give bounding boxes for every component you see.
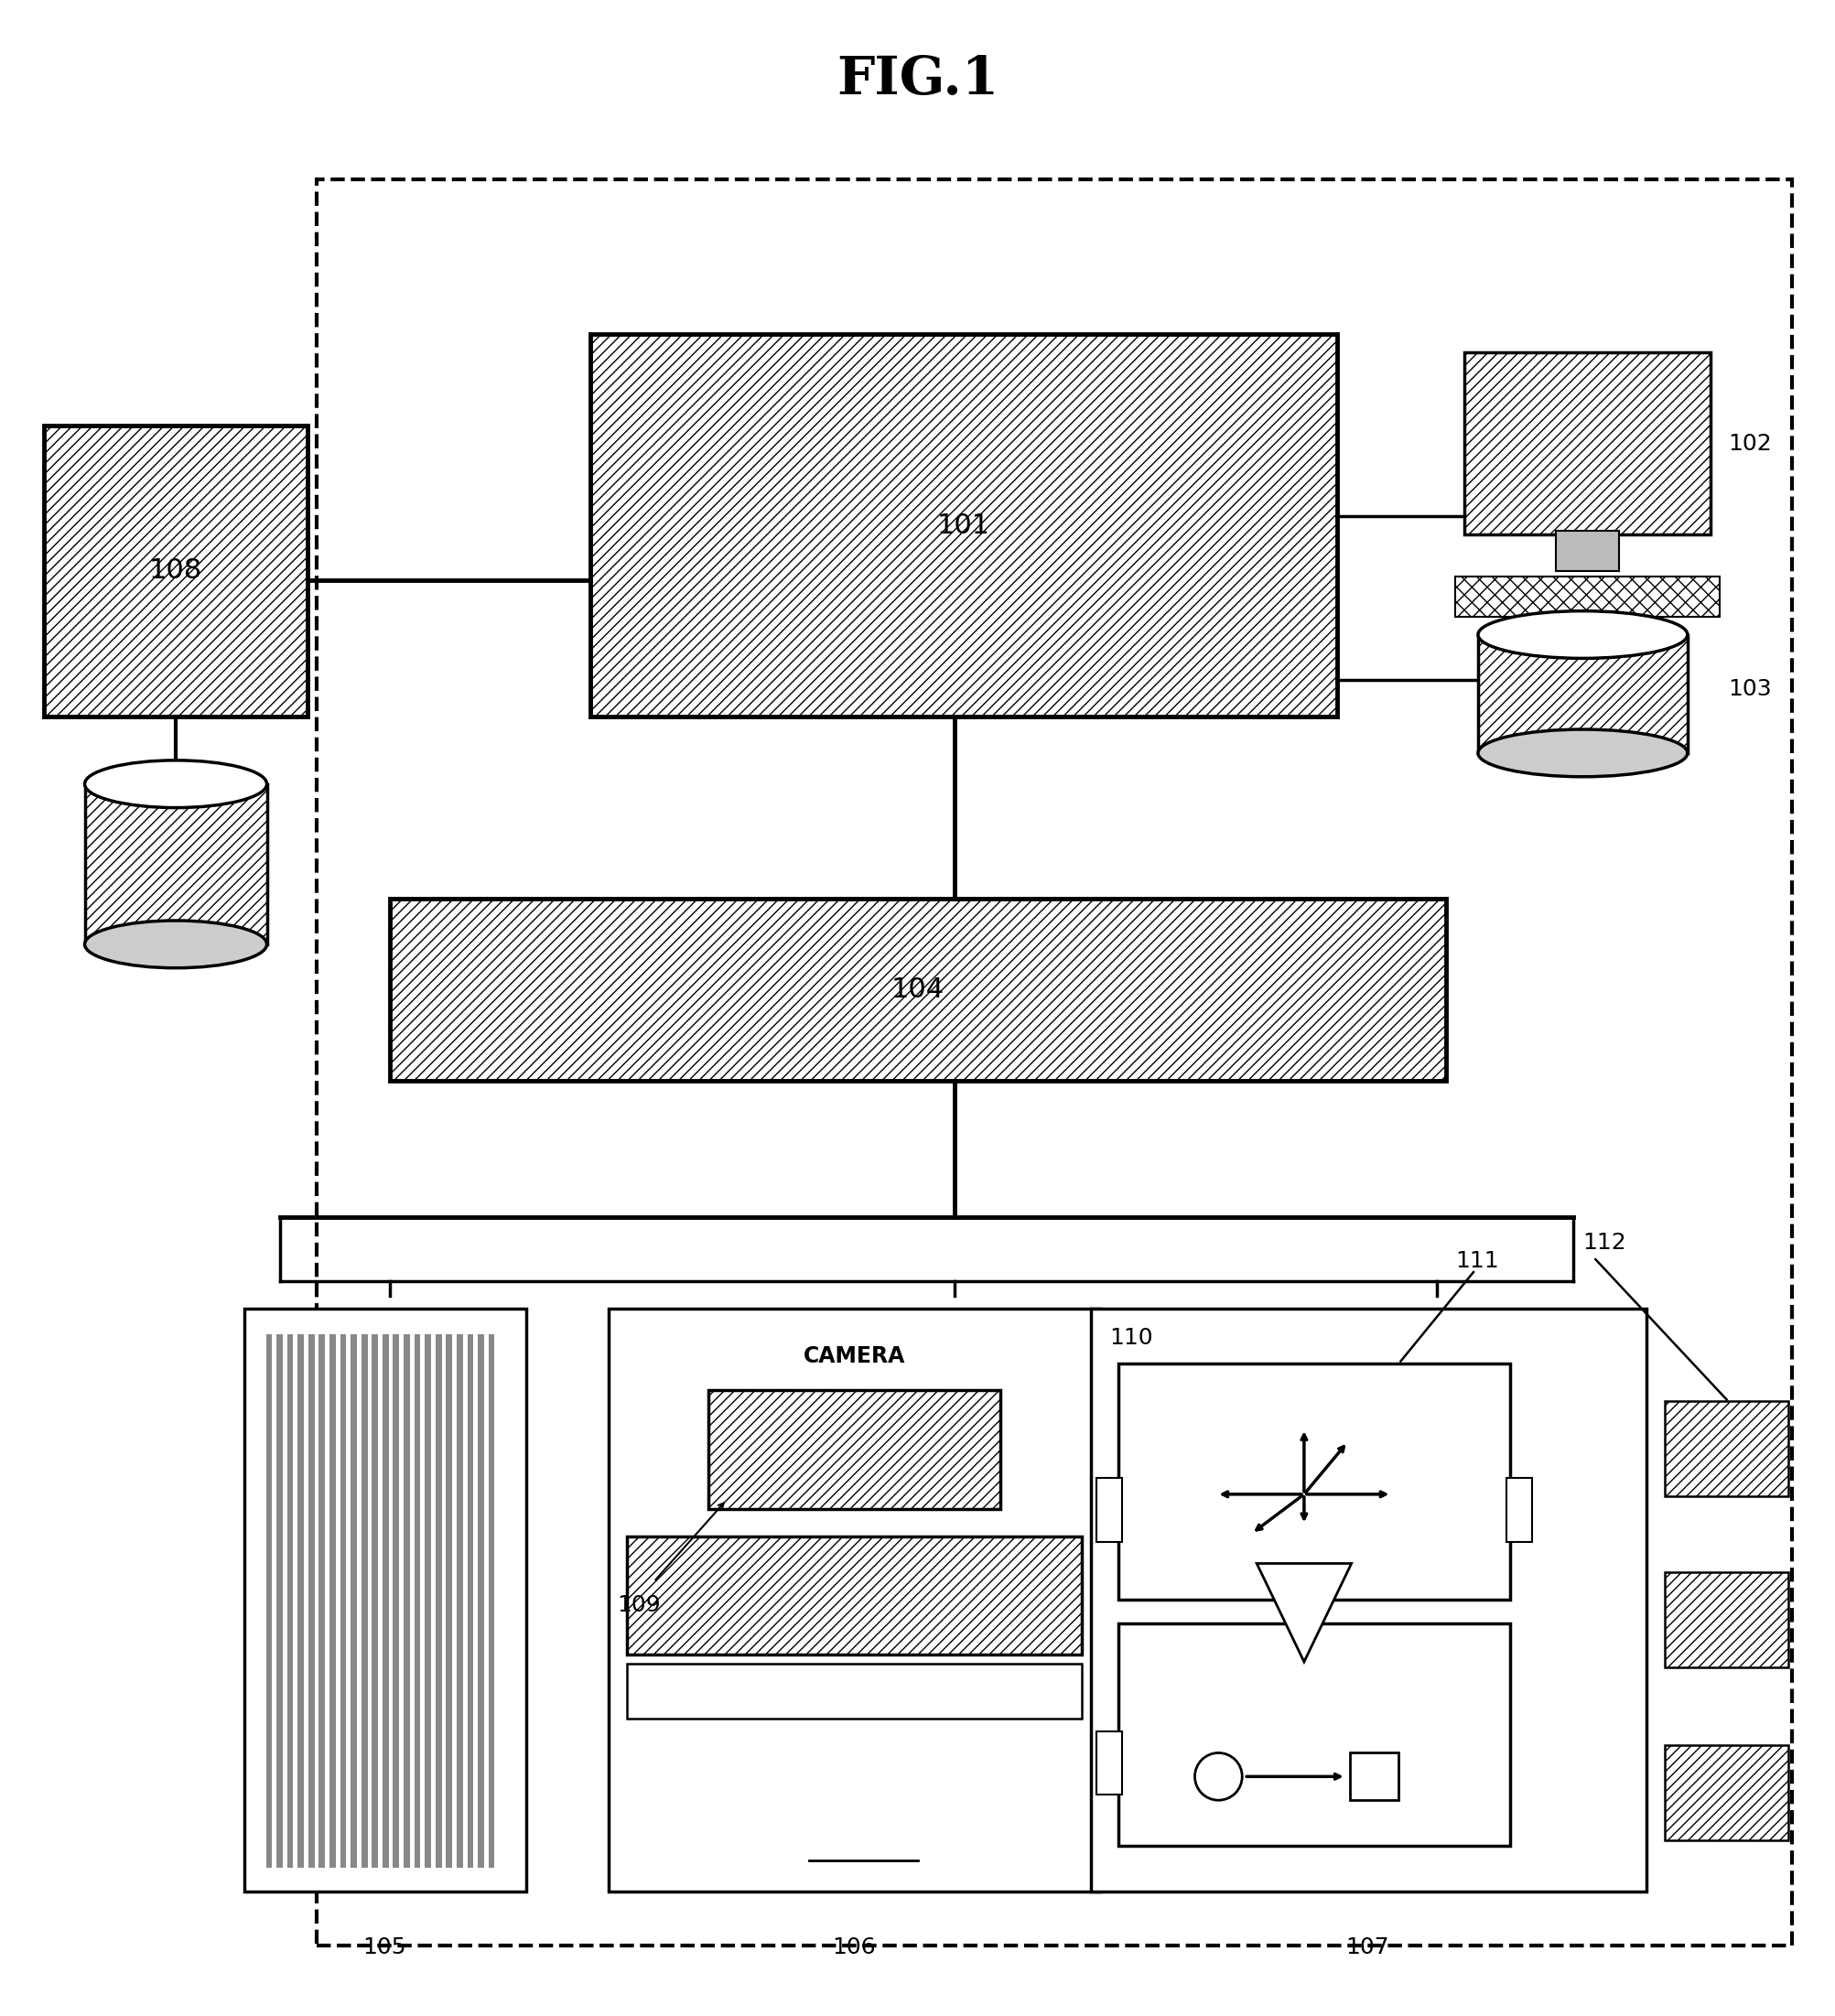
Text: 110: 110 (1108, 1327, 1152, 1349)
Bar (350, 1335, 356, 1867)
Bar (319, 1335, 325, 1867)
Text: 103: 103 (1727, 677, 1771, 700)
Bar (488, 1335, 494, 1867)
Bar (84, 784, 266, 943)
Text: 102: 102 (1727, 433, 1771, 454)
Text: 105: 105 (361, 1937, 406, 1960)
Bar (339, 1335, 347, 1867)
Bar (424, 1335, 431, 1867)
Bar (435, 1335, 442, 1867)
Bar (373, 1335, 378, 1867)
Bar (1095, 1478, 1121, 1542)
Text: 108: 108 (149, 558, 202, 585)
Text: FIG.1: FIG.1 (837, 54, 998, 105)
Bar (589, 335, 1336, 716)
Bar (1664, 1401, 1787, 1496)
Bar (1554, 530, 1618, 571)
Bar (297, 1335, 305, 1867)
Bar (1090, 1308, 1646, 1891)
Bar (361, 1335, 367, 1867)
Text: 107: 107 (1345, 1937, 1389, 1960)
Bar (607, 1308, 1099, 1891)
Bar (44, 425, 308, 716)
Text: CAMERA: CAMERA (804, 1345, 905, 1367)
Bar (1505, 1478, 1530, 1542)
Bar (308, 1335, 314, 1867)
Polygon shape (1257, 1564, 1351, 1661)
Bar (457, 1335, 462, 1867)
Ellipse shape (84, 760, 266, 808)
Bar (1664, 1746, 1787, 1841)
Bar (708, 1391, 1000, 1508)
Bar (317, 179, 1791, 1945)
Text: 109: 109 (617, 1595, 661, 1617)
Text: 111: 111 (1455, 1250, 1497, 1272)
Bar (415, 1335, 420, 1867)
Bar (404, 1335, 409, 1867)
Bar (446, 1335, 451, 1867)
Bar (1455, 577, 1719, 617)
Bar (1464, 353, 1710, 534)
Text: 101: 101 (936, 512, 989, 538)
Bar (266, 1335, 272, 1867)
Bar (468, 1335, 473, 1867)
Bar (286, 1335, 294, 1867)
Ellipse shape (84, 921, 266, 968)
Bar (1095, 1732, 1121, 1794)
Bar (1349, 1752, 1398, 1800)
Bar (389, 899, 1446, 1081)
Bar (277, 1335, 283, 1867)
Bar (382, 1335, 389, 1867)
Ellipse shape (1477, 611, 1686, 659)
Bar (244, 1308, 527, 1891)
Text: 106: 106 (831, 1937, 875, 1960)
Bar (477, 1335, 484, 1867)
Bar (1664, 1572, 1787, 1667)
Bar (626, 1663, 1081, 1718)
Bar (1118, 1363, 1508, 1601)
Bar (393, 1335, 398, 1867)
Bar (328, 1335, 336, 1867)
Bar (1477, 635, 1686, 754)
Bar (1118, 1623, 1508, 1847)
Bar (626, 1536, 1081, 1655)
Ellipse shape (1477, 730, 1686, 776)
Text: 104: 104 (892, 976, 943, 1004)
Text: 112: 112 (1582, 1232, 1626, 1254)
